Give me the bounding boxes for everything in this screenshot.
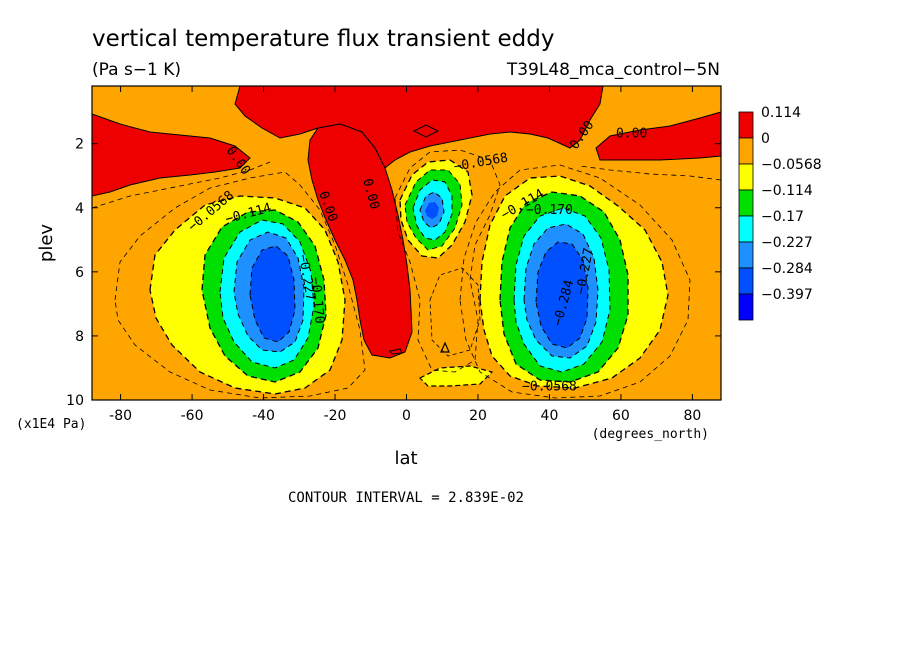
fill-center-low (420, 366, 492, 386)
y-tick-label: 8 (75, 329, 84, 345)
contour-line (404, 169, 463, 251)
y-tick-label: 4 (75, 201, 84, 217)
colorbar-legend: 0.114 0 −0.0568 −0.114 −0.17 −0.227 −0.284 −0.3… (738, 105, 822, 321)
contour-line (389, 348, 403, 355)
contour-line (499, 191, 629, 383)
contour-line (459, 164, 691, 399)
contour-line (523, 223, 599, 359)
legend-label: −0.227 (761, 235, 813, 251)
x-tick-label: 40 (541, 408, 559, 424)
contour-line (399, 159, 473, 259)
y-tick-label: 10 (66, 393, 84, 409)
y-tick-label: 6 (75, 265, 84, 281)
contour-label: 0.00 (616, 126, 647, 141)
contour-line (440, 341, 450, 353)
contour-lines (92, 124, 721, 399)
x-tick-label: -60 (181, 408, 204, 424)
y-axis-units: (x1E4 Pa) (16, 417, 86, 432)
chart-title: vertical temperature flux transient eddy (92, 26, 554, 52)
legend-label: −0.114 (761, 183, 813, 199)
fill-left-l5 (250, 246, 295, 342)
contour-line (201, 209, 327, 383)
x-axis: -80 -60 -40 -20 0 20 40 60 80 (109, 86, 701, 424)
contour-label: −0.170 (308, 276, 327, 324)
contour-line (249, 245, 296, 343)
contour-line (149, 195, 346, 395)
legend-label: 0 (761, 131, 770, 147)
y-tick-label: 2 (75, 137, 84, 153)
x-tick-label: -20 (324, 408, 347, 424)
legend-label: −0.284 (761, 261, 813, 277)
contour-line (394, 149, 501, 373)
legend-label: −0.0568 (761, 157, 822, 173)
legend-swatch (738, 241, 754, 269)
legend-swatch (738, 111, 754, 139)
contour-fill (92, 86, 721, 400)
legend-swatch (738, 163, 754, 191)
contour-line (513, 207, 611, 373)
fill-positive-left (92, 113, 251, 197)
x-tick-label: 0 (402, 408, 411, 424)
contour-line (233, 231, 305, 353)
legend-label: 0.114 (761, 105, 801, 121)
fill-center-l5 (425, 202, 439, 219)
x-tick-label: 60 (612, 408, 630, 424)
contour-line (412, 179, 453, 241)
legend-swatch (738, 293, 754, 321)
contour-label: −0.170 (526, 203, 573, 218)
x-tick-label: -80 (109, 408, 132, 424)
contour-line (92, 161, 271, 209)
legend-label: −0.397 (761, 287, 813, 303)
x-tick-label: 80 (683, 408, 701, 424)
fill-positive-column (307, 123, 413, 359)
contour-line (114, 171, 366, 399)
fill-positive-top (234, 86, 604, 169)
y-axis-label: plev (36, 224, 57, 263)
legend-swatch (738, 267, 754, 295)
legend-label: −0.17 (761, 209, 804, 225)
legend-swatch (738, 189, 754, 217)
x-tick-label: -40 (252, 408, 275, 424)
x-tick-label: 20 (469, 408, 487, 424)
contour-label: −0.0568 (522, 379, 577, 394)
fill-positive-right (595, 111, 721, 161)
contour-line (579, 165, 721, 181)
contour-line (429, 267, 481, 357)
legend-swatch (738, 137, 754, 165)
dataset-label: T39L48_mca_control−5N (506, 60, 720, 80)
contour-line (418, 365, 494, 387)
legend-swatch (738, 215, 754, 243)
contour-line (479, 175, 669, 389)
contour-line (412, 124, 440, 138)
chart-units: (Pa s−1 K) (92, 60, 181, 80)
x-axis-units: (degrees_north) (592, 427, 709, 442)
fill-right-l5 (536, 242, 588, 348)
x-axis-label: lat (394, 448, 417, 469)
y-axis: 2 4 6 8 10 (66, 137, 721, 409)
contour-line (219, 219, 315, 369)
contour-line (535, 241, 589, 349)
contour-interval-note: CONTOUR INTERVAL = 2.839E-02 (288, 490, 524, 506)
contour-line (419, 191, 445, 229)
